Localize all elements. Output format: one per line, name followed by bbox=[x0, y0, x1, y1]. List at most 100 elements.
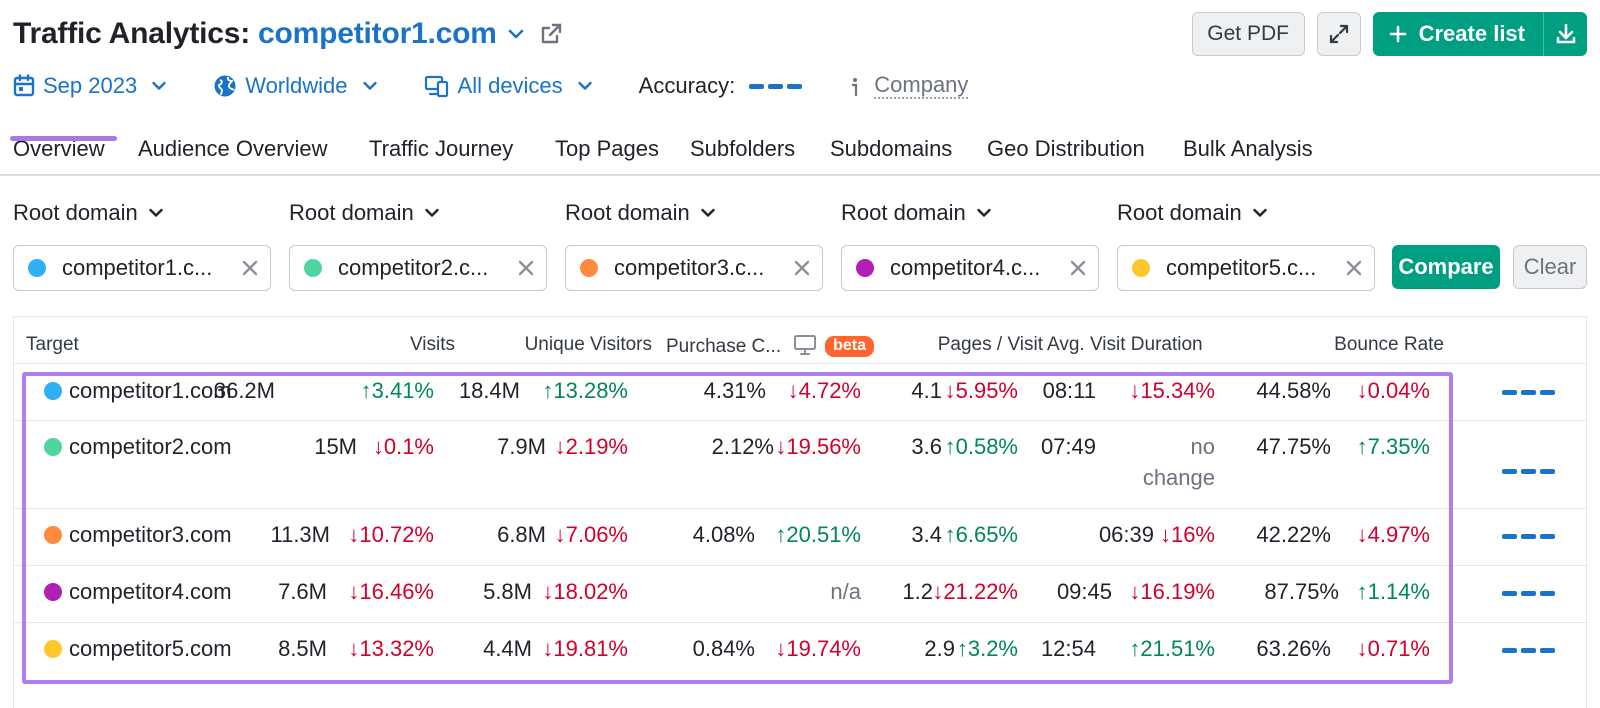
tab-subfolders[interactable]: Subfolders bbox=[690, 136, 796, 161]
domain-color-dot bbox=[1132, 259, 1150, 277]
plus-icon bbox=[1389, 25, 1406, 43]
info-icon bbox=[852, 78, 858, 97]
chevron-down-icon bbox=[577, 81, 592, 90]
target-cell[interactable]: competitor2.com bbox=[44, 434, 232, 460]
root-domain-select-3[interactable]: Root domain bbox=[565, 200, 716, 226]
bounce-value: 44.58% bbox=[1256, 378, 1331, 403]
chevron-down-icon bbox=[977, 208, 991, 217]
visits-value: 36.2M bbox=[213, 378, 275, 403]
row-trend-placeholder[interactable] bbox=[1502, 534, 1555, 539]
accuracy-label: Accuracy: bbox=[638, 73, 736, 98]
domain-color-dot bbox=[44, 640, 62, 658]
visits-change: ↓10.72% bbox=[348, 522, 434, 547]
target-cell[interactable]: competitor4.com bbox=[44, 579, 232, 605]
root-domain-select-2[interactable]: Root domain bbox=[289, 200, 440, 226]
compare-button[interactable]: Compare bbox=[1392, 245, 1500, 289]
devices-filter[interactable]: All devices bbox=[424, 73, 593, 99]
download-button[interactable] bbox=[1543, 12, 1587, 56]
clear-icon[interactable] bbox=[782, 260, 822, 276]
tab-top-pages[interactable]: Top Pages bbox=[555, 136, 659, 161]
root-domain-select-5[interactable]: Root domain bbox=[1117, 200, 1268, 226]
clear-icon[interactable] bbox=[230, 260, 270, 276]
bounce-change: ↓0.04% bbox=[1356, 378, 1430, 403]
company-info[interactable]: Company bbox=[850, 73, 969, 99]
col-visits[interactable]: Visits bbox=[409, 334, 455, 355]
date-filter-label: Sep 2023 bbox=[43, 73, 138, 98]
col-purchase[interactable]: Purchase C... beta bbox=[666, 334, 875, 358]
target-cell[interactable]: competitor3.com bbox=[44, 522, 232, 548]
col-avg-duration[interactable]: Avg. Visit Duration bbox=[1047, 334, 1203, 355]
pages-value: 3.6 bbox=[911, 434, 942, 459]
domain-color-dot bbox=[856, 259, 874, 277]
external-link-icon[interactable] bbox=[539, 22, 563, 46]
tab-geo-distribution[interactable]: Geo Distribution bbox=[987, 136, 1145, 161]
visits-value: 7.6M bbox=[278, 579, 327, 604]
tab-bulk-analysis[interactable]: Bulk Analysis bbox=[1183, 136, 1313, 161]
root-domain-label: Root domain bbox=[841, 200, 966, 225]
domain-color-dot bbox=[44, 438, 62, 456]
comparison-table: Target Visits Unique Visitors Purchase C… bbox=[13, 316, 1588, 708]
bounce-change: ↑1.14% bbox=[1356, 579, 1430, 604]
pages-change: ↑0.58% bbox=[944, 434, 1018, 459]
visits-change: ↓13.32% bbox=[348, 636, 434, 661]
top-actions: Get PDF Create list bbox=[1191, 12, 1587, 56]
chevron-down-icon bbox=[149, 208, 163, 217]
row-trend-placeholder[interactable] bbox=[1502, 390, 1555, 395]
page-title: Traffic Analytics: bbox=[13, 17, 251, 50]
domain-input-5[interactable]: competitor5.c... bbox=[1117, 245, 1375, 291]
chevron-down-icon bbox=[425, 208, 439, 217]
devices-icon bbox=[424, 75, 448, 98]
row-trend-placeholder[interactable] bbox=[1502, 469, 1555, 474]
tab-traffic-journey[interactable]: Traffic Journey bbox=[369, 136, 514, 161]
filter-bar: Sep 2023 Worldwide All devices Accuracy:… bbox=[13, 66, 969, 106]
domain-color-dot bbox=[580, 259, 598, 277]
target-cell[interactable]: competitor5.com bbox=[44, 636, 232, 662]
col-unique-visitors[interactable]: Unique Visitors bbox=[524, 334, 652, 355]
col-bounce-rate[interactable]: Bounce Rate bbox=[1334, 334, 1444, 355]
tab-subdomains[interactable]: Subdomains bbox=[830, 136, 953, 161]
root-domain-select-4[interactable]: Root domain bbox=[841, 200, 992, 226]
visits-change: ↑3.41% bbox=[360, 378, 434, 403]
date-filter[interactable]: Sep 2023 bbox=[13, 73, 167, 99]
row-divider bbox=[14, 508, 1588, 509]
duration-change: change bbox=[1142, 465, 1215, 490]
create-list-main[interactable]: Create list bbox=[1373, 12, 1543, 56]
clear-icon[interactable] bbox=[1058, 260, 1098, 276]
tab-bar: Overview Audience Overview Traffic Journ… bbox=[0, 120, 1600, 176]
domain-input-2[interactable]: competitor2.c... bbox=[289, 245, 547, 291]
duration-value: 06:39 bbox=[1098, 522, 1154, 547]
domain-input-1[interactable]: competitor1.c... bbox=[13, 245, 271, 291]
tab-audience-overview[interactable]: Audience Overview bbox=[138, 136, 328, 161]
get-pdf-button[interactable]: Get PDF bbox=[1191, 12, 1305, 56]
root-domain-select-1[interactable]: Root domain bbox=[13, 200, 164, 226]
unique-value: 18.4M bbox=[458, 378, 520, 403]
root-domain-label: Root domain bbox=[1117, 200, 1242, 225]
unique-value: 5.8M bbox=[483, 579, 532, 604]
region-filter[interactable]: Worldwide bbox=[213, 73, 377, 99]
row-trend-placeholder[interactable] bbox=[1502, 648, 1555, 653]
domain-input-4[interactable]: competitor4.c... bbox=[841, 245, 1099, 291]
root-domain-label: Root domain bbox=[565, 200, 690, 225]
clear-button[interactable]: Clear bbox=[1513, 245, 1587, 289]
purchase-change: ↓4.72% bbox=[787, 378, 861, 403]
domain-selector[interactable]: competitor1.com bbox=[258, 17, 497, 50]
fullscreen-button[interactable] bbox=[1316, 12, 1361, 56]
target-domain: competitor4.com bbox=[69, 579, 232, 604]
unique-change: ↓19.81% bbox=[542, 636, 628, 661]
create-list-button[interactable]: Create list bbox=[1372, 12, 1587, 56]
clear-icon[interactable] bbox=[1334, 260, 1374, 276]
row-trend-placeholder[interactable] bbox=[1502, 591, 1555, 596]
bounce-change: ↑7.35% bbox=[1356, 434, 1430, 459]
target-cell[interactable]: competitor1.com bbox=[44, 378, 232, 404]
chevron-down-icon[interactable] bbox=[507, 25, 525, 43]
expand-icon bbox=[1329, 24, 1348, 44]
root-domain-selectors: Root domain Root domain Root domain Root… bbox=[0, 200, 1600, 236]
bounce-value: 42.22% bbox=[1256, 522, 1331, 547]
purchase-value: 4.08% bbox=[692, 522, 755, 547]
domain-input-3[interactable]: competitor3.c... bbox=[565, 245, 823, 291]
duration-change: ↓16% bbox=[1159, 522, 1215, 547]
chevron-down-icon bbox=[701, 208, 715, 217]
accuracy-indicator: Accuracy: bbox=[639, 73, 803, 99]
clear-icon[interactable] bbox=[506, 260, 546, 276]
col-pages-visit[interactable]: Pages / Visit bbox=[937, 334, 1043, 355]
